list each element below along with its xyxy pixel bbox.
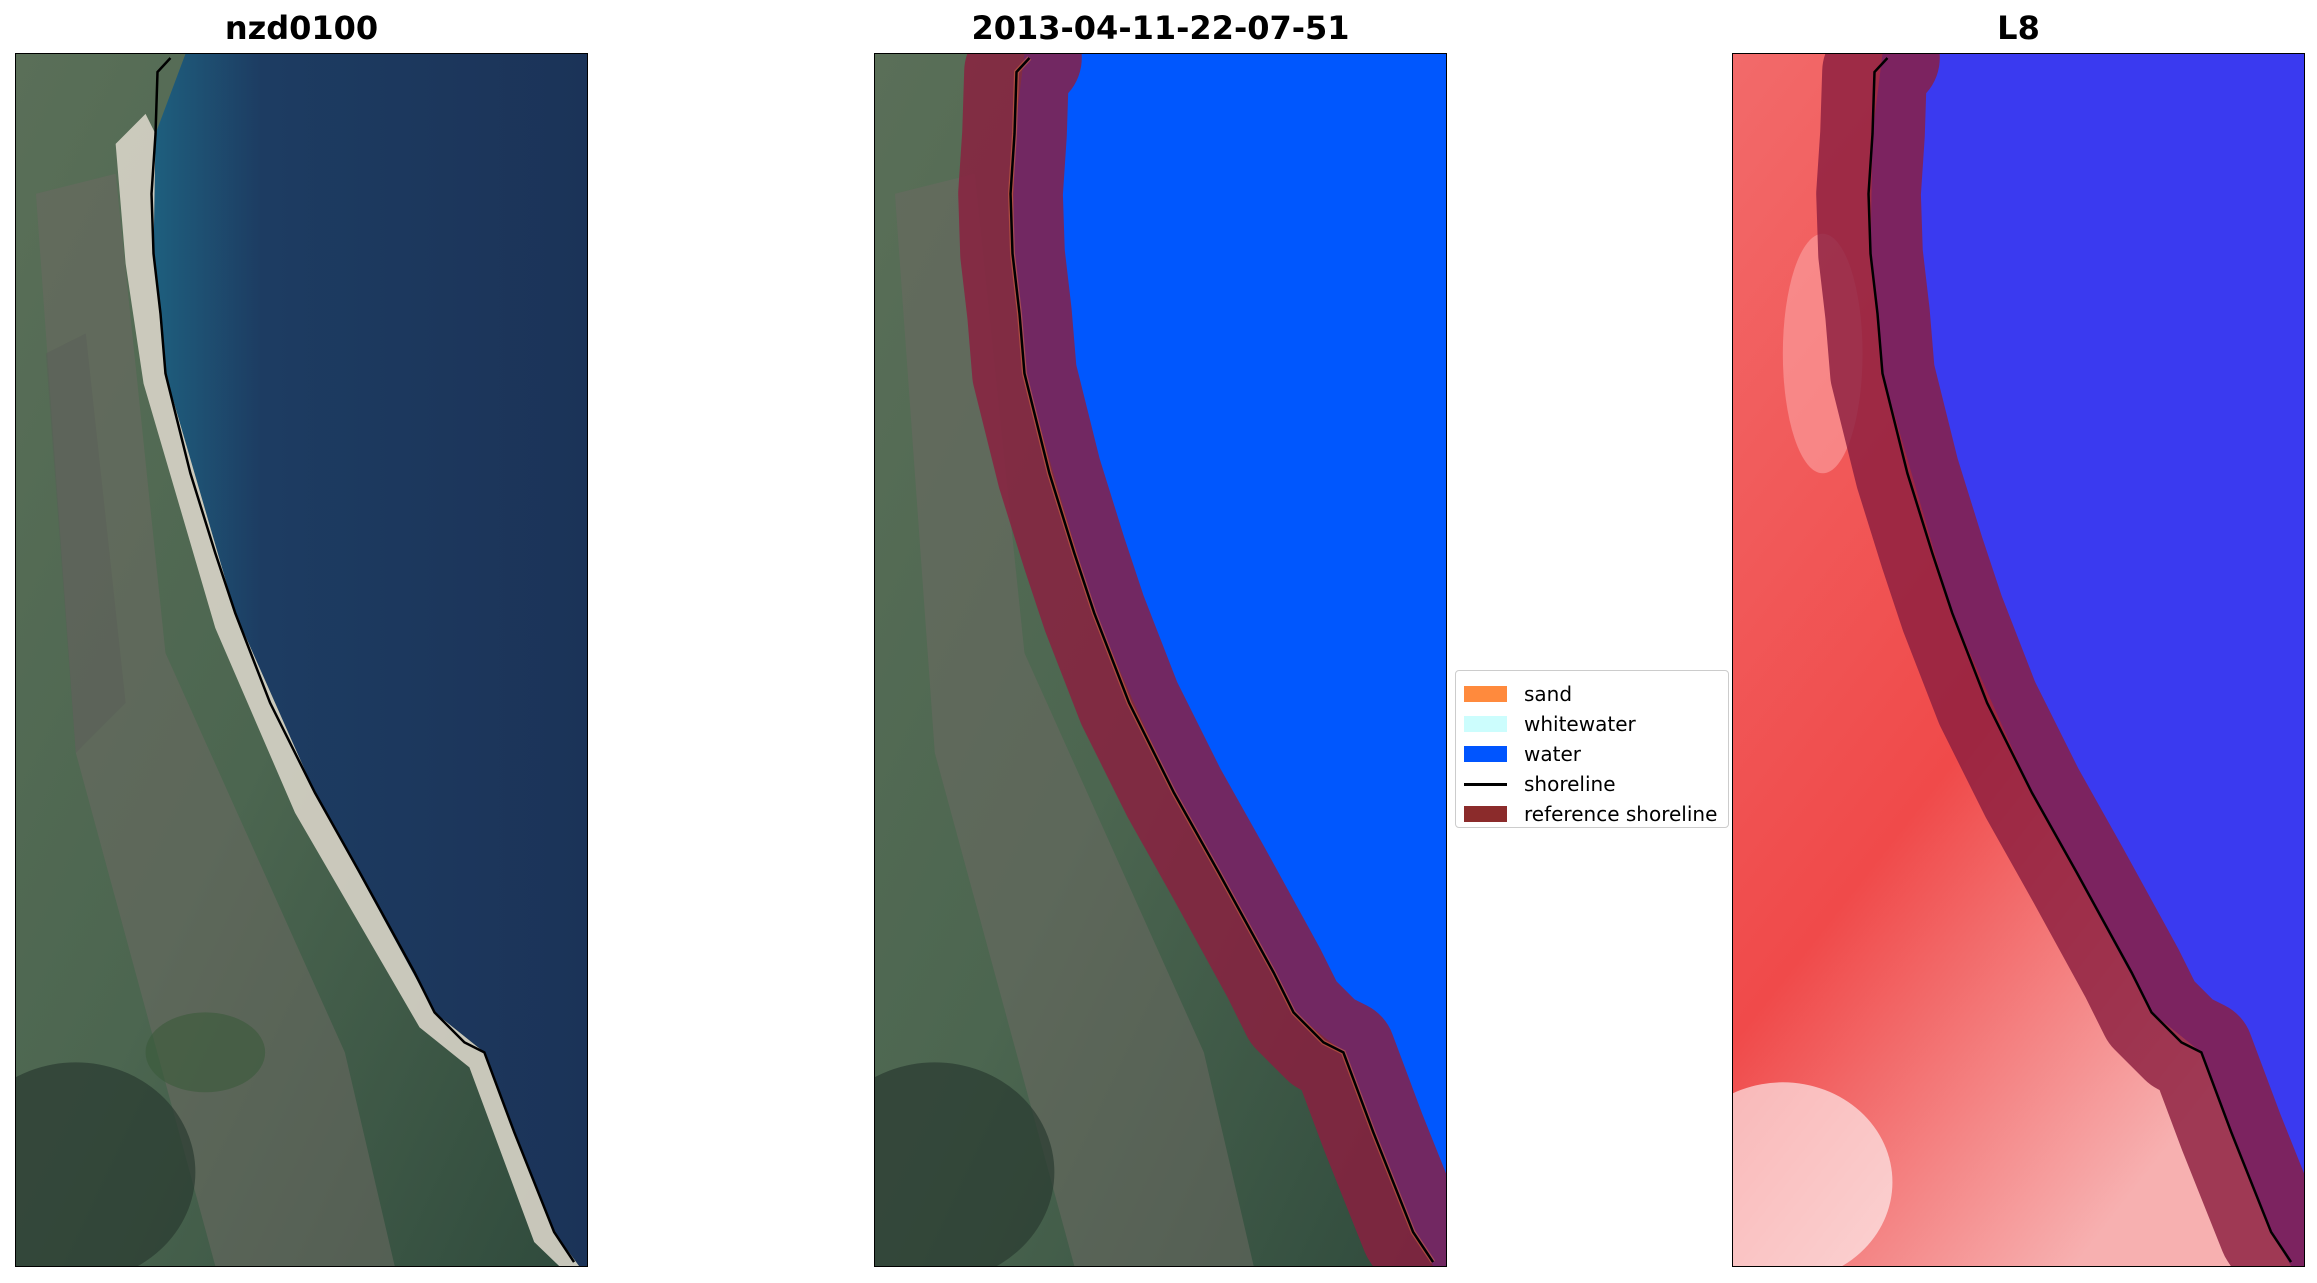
legend-label: shoreline (1524, 772, 1616, 796)
index-image (1733, 54, 2304, 1266)
legend-swatch-reference-shoreline (1464, 806, 1507, 822)
rgb-image (16, 54, 587, 1266)
legend-label: water (1524, 742, 1581, 766)
panel-title-date: 2013-04-11-22-07-51 (971, 9, 1350, 47)
legend-line-shoreline (1464, 782, 1507, 786)
rgb-image-panel (15, 53, 588, 1267)
legend-swatch-whitewater (1464, 716, 1507, 732)
legend-item-whitewater: whitewater (1464, 709, 1728, 739)
legend-label: whitewater (1524, 712, 1636, 736)
classified-image-panel (874, 53, 1447, 1267)
index-image-panel (1732, 53, 2305, 1267)
legend-label: sand (1524, 682, 1573, 706)
legend-label: reference shoreline (1524, 802, 1718, 826)
panel-title-satellite: L8 (1997, 9, 2040, 47)
legend-swatch-sand (1464, 686, 1507, 702)
classified-image (875, 54, 1446, 1266)
panel-title-rgb: nzd0100 (224, 9, 379, 47)
legend-item-reference-shoreline: reference shoreline (1464, 799, 1728, 829)
legend-item-water: water (1464, 739, 1728, 769)
legend: sand whitewater water shoreline referenc… (1455, 670, 1729, 828)
legend-item-sand: sand (1464, 679, 1728, 709)
legend-swatch-water (1464, 746, 1507, 762)
legend-item-shoreline: shoreline (1464, 769, 1728, 799)
